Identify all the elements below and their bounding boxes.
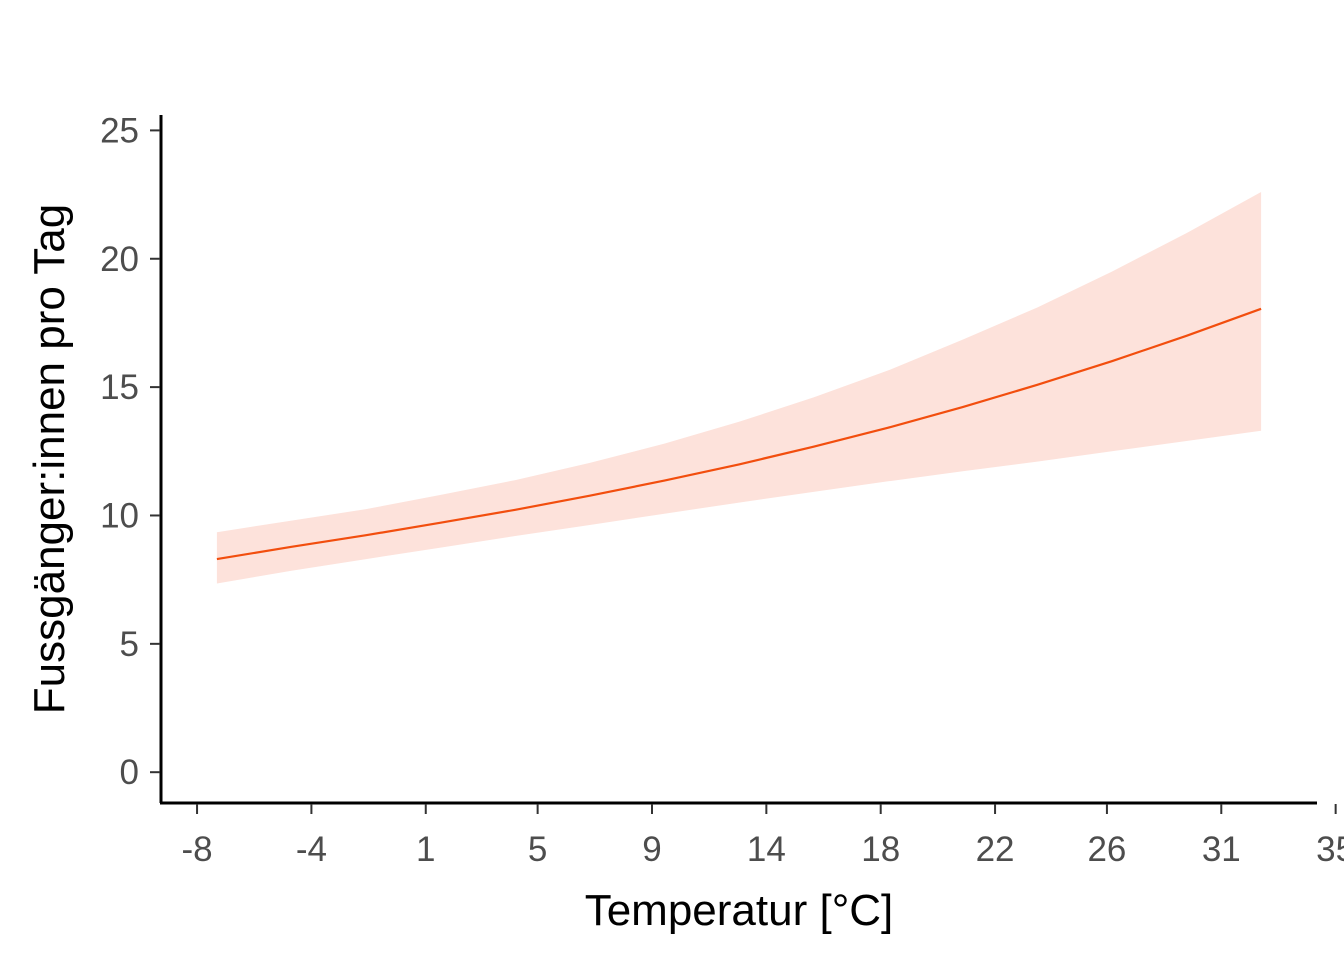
x-tick-label: -8 (181, 830, 212, 869)
x-tick-label: 1 (416, 830, 435, 869)
y-axis-title: Fussgänger:innen pro Tag (25, 204, 74, 714)
y-tick-label: 20 (100, 240, 139, 279)
x-tick-label: 5 (528, 830, 547, 869)
x-axis-title: Temperatur [°C] (585, 886, 894, 935)
fit-line-layer (216, 307, 1262, 561)
x-tick-label: -4 (296, 830, 327, 869)
x-axis-ticks: -8 -4 1 5 9 14 18 22 26 31 35 (181, 804, 1344, 869)
confidence-band-layer (216, 192, 1262, 584)
x-tick-label: 9 (642, 830, 661, 869)
x-tick-label: 22 (976, 830, 1015, 869)
confidence-band (216, 192, 1262, 584)
x-tick-label: 31 (1202, 830, 1241, 869)
y-tick-label: 0 (120, 753, 139, 792)
y-tick-label: 10 (100, 496, 139, 535)
fit-line (216, 307, 1262, 561)
y-tick-label: 25 (100, 111, 139, 150)
y-tick-label: 5 (120, 625, 139, 664)
y-tick-label: 15 (100, 368, 139, 407)
x-tick-label: 14 (747, 830, 786, 869)
x-tick-label: 35 (1316, 830, 1344, 869)
x-tick-label: 18 (861, 830, 900, 869)
y-axis-ticks: 0 5 10 15 20 25 (100, 111, 160, 792)
x-tick-label: 26 (1087, 830, 1126, 869)
